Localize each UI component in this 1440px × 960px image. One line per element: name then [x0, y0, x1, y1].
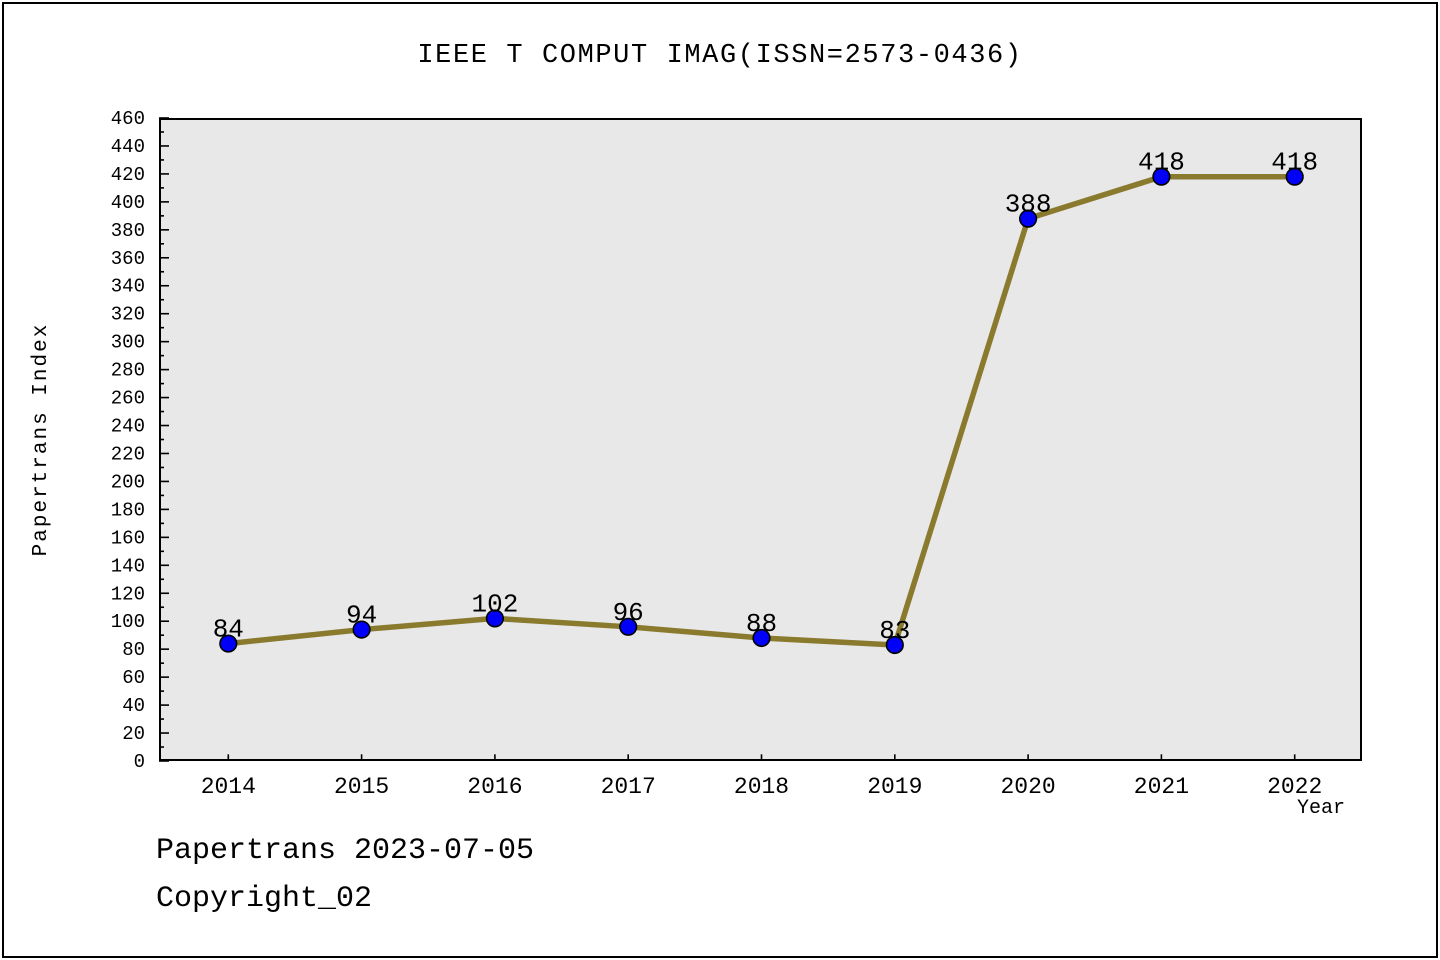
svg-text:83: 83: [879, 616, 910, 646]
svg-text:300: 300: [110, 332, 144, 354]
svg-text:400: 400: [110, 192, 144, 214]
svg-text:200: 200: [110, 471, 144, 493]
svg-text:100: 100: [110, 611, 144, 633]
svg-text:2021: 2021: [1133, 774, 1188, 800]
svg-text:94: 94: [345, 601, 376, 631]
svg-text:2014: 2014: [200, 774, 255, 800]
svg-text:2022: 2022: [1267, 774, 1322, 800]
svg-text:418: 418: [1271, 148, 1318, 178]
svg-text:2020: 2020: [1000, 774, 1055, 800]
svg-text:388: 388: [1004, 190, 1051, 220]
svg-text:88: 88: [745, 609, 776, 639]
svg-text:80: 80: [122, 639, 145, 661]
svg-text:102: 102: [471, 589, 518, 619]
svg-text:180: 180: [110, 499, 144, 521]
svg-text:380: 380: [110, 220, 144, 242]
svg-text:20: 20: [122, 723, 145, 745]
svg-text:240: 240: [110, 416, 144, 438]
svg-text:160: 160: [110, 527, 144, 549]
svg-text:2017: 2017: [600, 774, 655, 800]
svg-text:140: 140: [110, 555, 144, 577]
svg-text:2015: 2015: [333, 774, 388, 800]
svg-text:120: 120: [110, 583, 144, 605]
svg-text:360: 360: [110, 248, 144, 270]
svg-text:2018: 2018: [733, 774, 788, 800]
svg-text:418: 418: [1137, 148, 1184, 178]
svg-text:40: 40: [122, 695, 145, 717]
svg-text:320: 320: [110, 304, 144, 326]
svg-text:60: 60: [122, 667, 145, 689]
svg-text:220: 220: [110, 443, 144, 465]
svg-text:340: 340: [110, 276, 144, 298]
svg-text:96: 96: [612, 598, 643, 628]
svg-text:260: 260: [110, 388, 144, 410]
svg-text:440: 440: [110, 136, 144, 158]
svg-text:420: 420: [110, 164, 144, 186]
svg-text:2019: 2019: [867, 774, 922, 800]
svg-text:2016: 2016: [467, 774, 522, 800]
svg-text:280: 280: [110, 360, 144, 382]
svg-text:460: 460: [110, 108, 144, 130]
svg-text:0: 0: [133, 751, 144, 773]
svg-text:84: 84: [212, 615, 243, 645]
